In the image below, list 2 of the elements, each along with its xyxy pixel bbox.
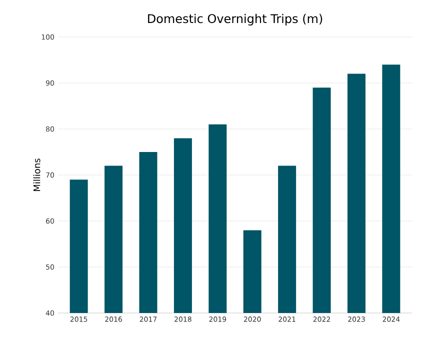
y-axis-title: Millions [33,158,40,191]
chart-title: Domestic Overnight Trips (m) [148,14,322,26]
